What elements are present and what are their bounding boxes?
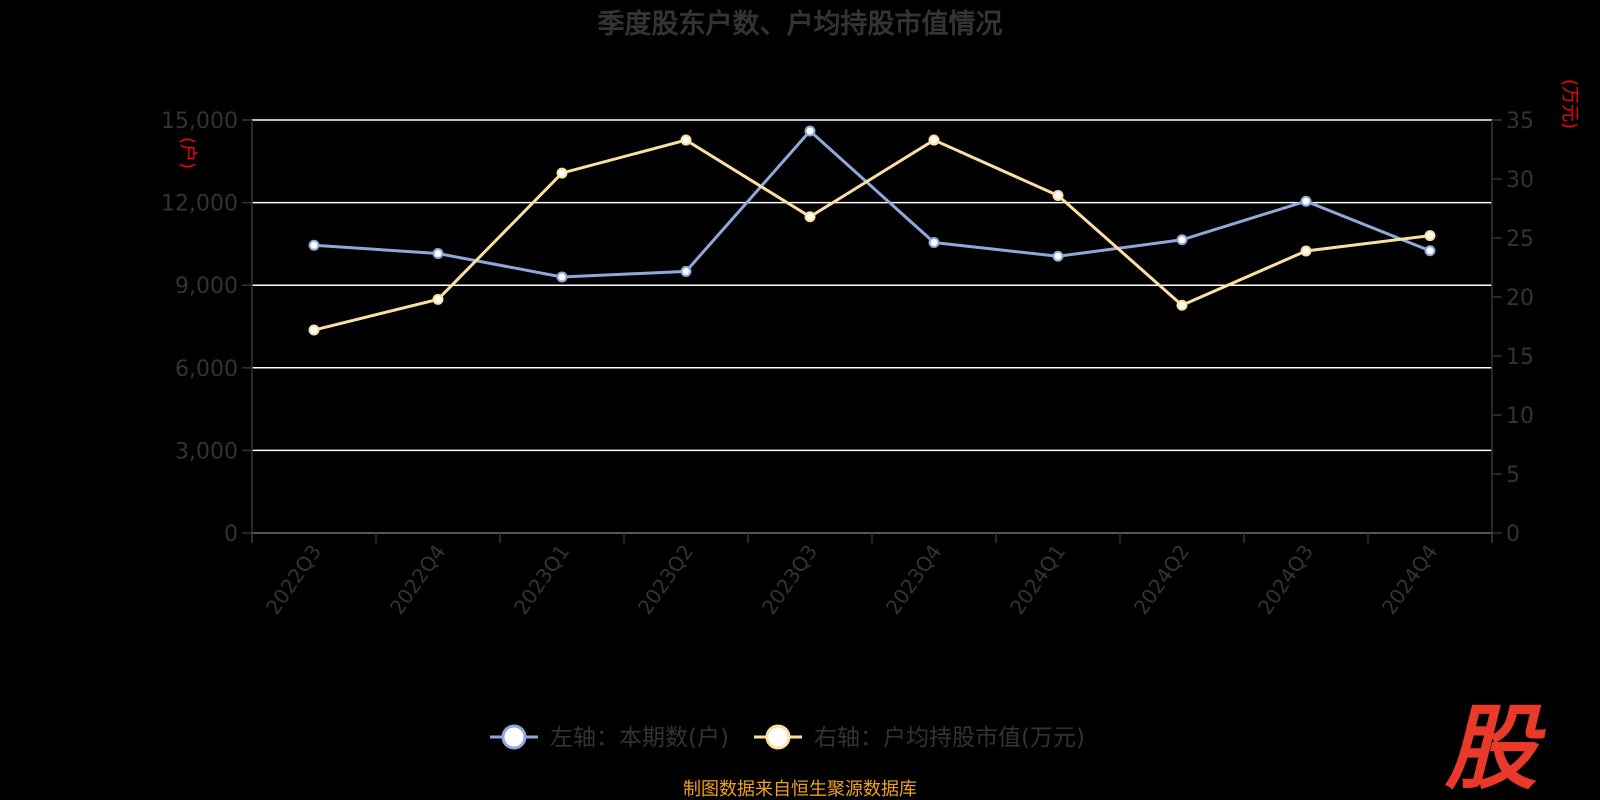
legend-item-market-value[interactable]: 右轴：户均持股市值(万元) (754, 724, 1085, 751)
chart-title: 季度股东户数、户均持股市值情况 (598, 8, 1003, 40)
x-tick-label: 2024Q1 (1005, 540, 1070, 619)
left-tick-label: 0 (224, 522, 238, 547)
left-tick-label: 6,000 (175, 357, 238, 382)
data-point-0 (1300, 195, 1312, 207)
right-axis-unit: (万元) (1559, 79, 1580, 129)
left-axis-unit: (户) (177, 137, 198, 169)
legend-item-households[interactable]: 左轴：本期数(户) (490, 724, 729, 751)
right-tick-label: 0 (1506, 522, 1520, 547)
right-tick-label: 10 (1506, 404, 1534, 429)
x-tick-label: 2024Q3 (1253, 540, 1318, 619)
data-point-0 (680, 265, 692, 277)
x-tick-label: 2023Q2 (633, 540, 698, 619)
left-tick-label: 12,000 (161, 192, 238, 217)
x-tick-label: 2023Q4 (881, 540, 946, 619)
legend-label-households: 左轴：本期数(户) (550, 725, 729, 751)
left-tick-label: 15,000 (161, 109, 238, 134)
data-point-1 (1052, 190, 1064, 202)
x-tick-label: 2022Q4 (385, 540, 450, 619)
right-tick-label: 25 (1506, 227, 1534, 252)
right-tick-label: 35 (1506, 109, 1534, 134)
data-point-0 (556, 271, 568, 283)
data-point-1 (432, 293, 444, 305)
axes (251, 120, 1493, 543)
data-point-1 (556, 167, 568, 179)
data-point-0 (1424, 245, 1436, 257)
right-tick-label: 30 (1506, 168, 1534, 193)
x-tick-label: 2022Q3 (261, 540, 326, 619)
data-point-1 (1176, 299, 1188, 311)
x-tick-label: 2024Q4 (1377, 540, 1442, 619)
data-point-0 (308, 239, 320, 251)
left-axis-ticks: 0 3,000 6,000 9,000 12,000 15,000 (161, 109, 252, 547)
legend[interactable]: 左轴：本期数(户) 右轴：户均持股市值(万元) (490, 724, 1085, 751)
grid-lines (252, 119, 1492, 452)
data-point-0 (928, 237, 940, 249)
data-point-0 (432, 248, 444, 260)
series-line-1 (313, 138, 1431, 332)
series-layer (308, 125, 1436, 336)
data-point-1 (1300, 245, 1312, 257)
data-point-1 (804, 211, 816, 223)
data-point-0 (1052, 250, 1064, 262)
left-tick-label: 3,000 (175, 439, 238, 464)
x-tick-label: 2024Q2 (1129, 540, 1194, 619)
data-point-1 (928, 134, 940, 146)
legend-marker-households (501, 724, 527, 750)
right-tick-label: 20 (1506, 286, 1534, 311)
right-axis-ticks: 0 5 10 15 20 25 30 35 (1492, 109, 1534, 547)
x-axis-ticks: 2022Q3 2022Q4 2023Q1 2023Q2 2023Q3 2023Q4 2024… (251, 533, 1493, 619)
left-tick-label: 9,000 (175, 274, 238, 299)
data-point-0 (1176, 234, 1188, 246)
x-tick-label: 2023Q1 (509, 540, 574, 619)
data-source: 制图数据来自恒生聚源数据库 (683, 779, 917, 800)
right-tick-label: 15 (1506, 345, 1534, 370)
data-point-1 (1424, 230, 1436, 242)
x-tick-label: 2023Q3 (757, 540, 822, 619)
data-point-1 (308, 324, 320, 336)
data-point-0 (804, 125, 816, 137)
logo: 股 (1444, 695, 1546, 800)
right-tick-label: 5 (1506, 463, 1520, 488)
legend-label-market-value: 右轴：户均持股市值(万元) (814, 725, 1085, 751)
data-point-1 (680, 134, 692, 146)
series-line-0 (313, 128, 1431, 279)
legend-marker-market-value (765, 724, 791, 750)
